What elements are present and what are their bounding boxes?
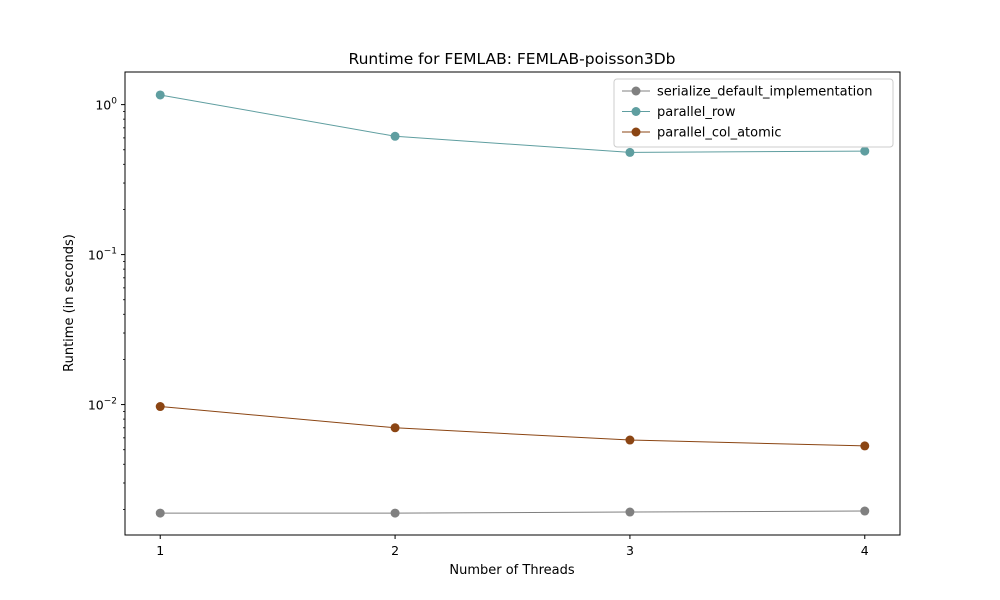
legend-box	[613, 78, 894, 148]
legend: serialize_default_implementation parallel…	[613, 78, 894, 148]
data-point-parallel-row	[860, 146, 870, 156]
data-point-serialize-default-implementation	[860, 506, 870, 516]
data-point-parallel-col-atomic	[860, 441, 870, 451]
data-point-parallel-row	[390, 131, 400, 141]
data-point-parallel-row	[625, 147, 635, 157]
data-point-serialize-default-implementation	[625, 507, 635, 517]
series-line-parallel-row	[160, 94, 865, 153]
y-tick-label: 10−2	[88, 397, 117, 413]
legend-label-parallel-row: parallel_row	[657, 105, 736, 120]
legend-label-serialize-default-implementation: serialize_default_implementation	[657, 85, 872, 100]
data-point-parallel-row	[155, 90, 165, 100]
y-tick-label: 10−1	[88, 247, 117, 263]
data-point-parallel-col-atomic	[390, 423, 400, 433]
data-point-parallel-col-atomic	[155, 402, 165, 412]
series-line-serialize-default-implementation	[160, 510, 865, 514]
data-point-serialize-default-implementation	[155, 508, 165, 518]
x-tick-label: 3	[626, 543, 634, 558]
legend-marker-parallel-row	[631, 107, 641, 116]
series-line-parallel-col-atomic	[160, 406, 865, 447]
chart-title: Runtime for FEMLAB: FEMLAB-poisson3Db	[349, 50, 676, 68]
legend-marker-parallel-col-atomic	[631, 127, 641, 137]
x-tick-label: 1	[156, 543, 164, 558]
legend-marker-serialize-default-implementation	[631, 86, 641, 96]
x-axis-label: Number of Threads	[449, 563, 574, 578]
data-point-parallel-col-atomic	[625, 435, 635, 445]
y-axis-label: Runtime (in seconds)	[62, 234, 77, 372]
y-tick-label: 100	[95, 97, 117, 113]
legend-label-parallel-col-atomic: parallel_col_atomic	[657, 126, 782, 141]
x-tick-label: 2	[391, 543, 399, 558]
plot-area: 1 2 3 4 100 10−1 10−2	[88, 90, 870, 558]
data-point-serialize-default-implementation	[390, 508, 400, 518]
plot-frame	[124, 71, 901, 536]
x-tick-label: 4	[861, 543, 869, 558]
